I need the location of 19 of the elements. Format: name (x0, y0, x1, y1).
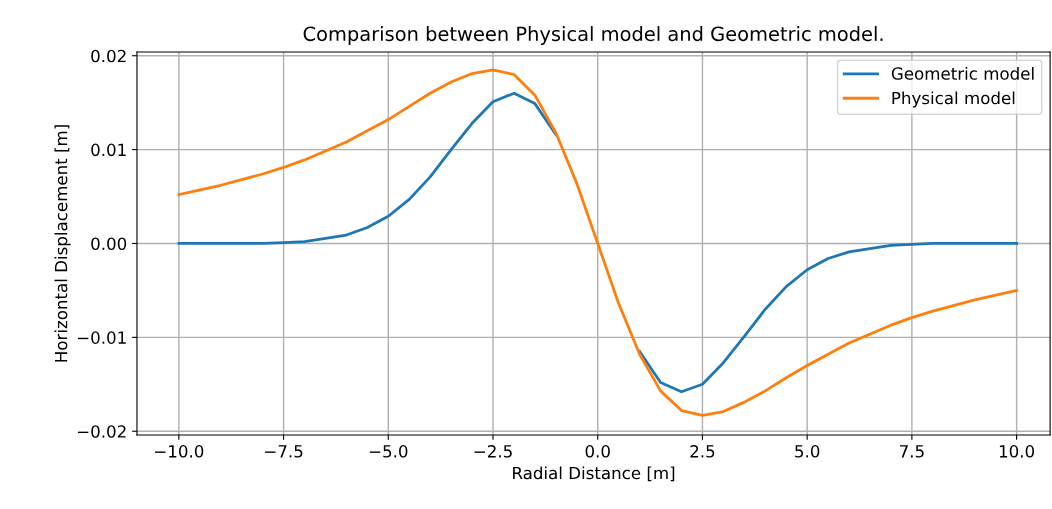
x-tick-label: −2.5 (474, 445, 512, 458)
y-tick-label: 0.02 (91, 49, 126, 63)
y-tick-label: 0.01 (91, 143, 126, 157)
legend-label: Geometric model (891, 66, 1034, 80)
x-tick-label: 0.0 (585, 445, 610, 458)
y-tick-label: 0.00 (91, 237, 127, 251)
legend-label: Physical model (892, 91, 1015, 108)
x-tick-label: −10.0 (155, 445, 204, 458)
y-axis-title: Horizontal Displacement [m] (54, 125, 71, 362)
x-tick-label: 5.0 (795, 445, 820, 458)
y-tick-label: −0.01 (77, 331, 126, 344)
y-tick-label: −0.02 (77, 425, 126, 438)
x-tick-label: 2.5 (690, 445, 715, 458)
x-tick-label: −5.0 (369, 445, 408, 458)
chart-title: Comparison between Physical model and Geometric model. (303, 26, 883, 45)
x-tick-label: 7.5 (899, 445, 924, 458)
x-axis-title: Radial Distance [m] (513, 466, 675, 482)
x-tick-label: 10.0 (999, 445, 1035, 458)
x-tick-label: −7.5 (265, 445, 303, 458)
